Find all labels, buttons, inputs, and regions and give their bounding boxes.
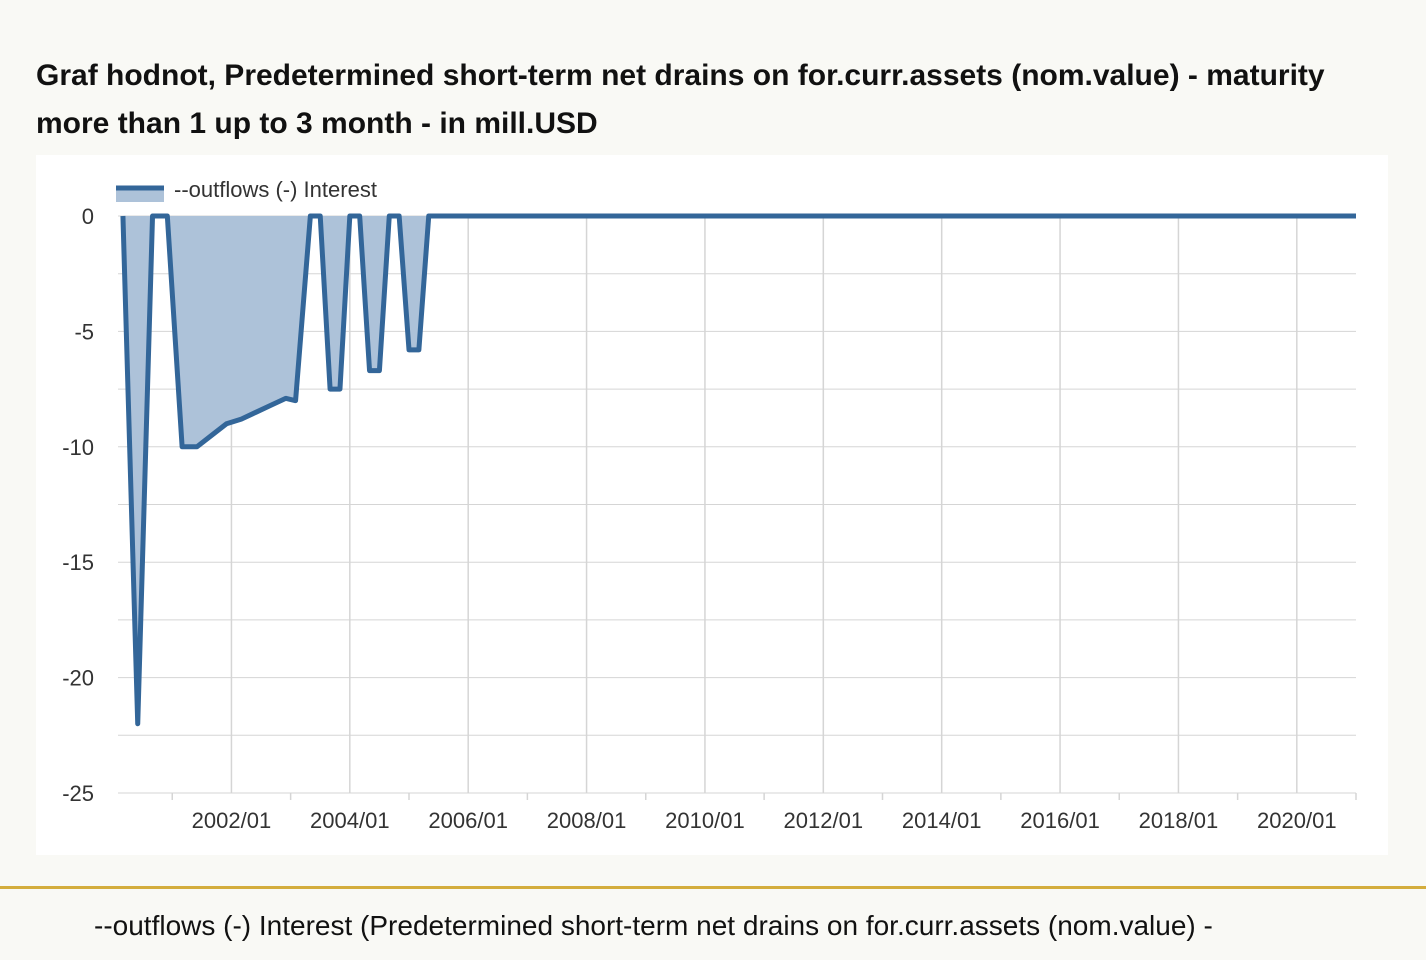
- legend-label: --outflows (-) Interest: [174, 177, 377, 202]
- y-tick-label: -25: [62, 781, 94, 806]
- x-tick-label: 2010/01: [665, 808, 745, 833]
- y-tick-label: 0: [82, 204, 94, 229]
- x-tick-label: 2020/01: [1257, 808, 1337, 833]
- series-line: [120, 213, 1356, 727]
- y-tick-label: -10: [62, 435, 94, 460]
- x-tick-label: 2008/01: [547, 808, 627, 833]
- x-tick-label: 2004/01: [310, 808, 390, 833]
- x-tick-label: 2018/01: [1139, 808, 1219, 833]
- series-area: [122, 216, 1357, 724]
- footer-caption: --outflows (-) Interest (Predetermined s…: [94, 910, 1213, 941]
- footer-divider: [0, 886, 1426, 889]
- x-tick-label: 2016/01: [1020, 808, 1100, 833]
- x-tick-label: 2012/01: [784, 808, 864, 833]
- y-tick-label: -20: [62, 666, 94, 691]
- x-tick-label: 2014/01: [902, 808, 982, 833]
- area-chart: 0 -5 -10 -15 -20 -25 2002/01 2004/01 2006/01 2008…: [62, 177, 1357, 833]
- y-tick-label: -15: [62, 550, 94, 575]
- x-tick-label: 2002/01: [192, 808, 272, 833]
- chart-title: Graf hodnot, Predetermined short-term ne…: [36, 59, 1325, 140]
- chart-panel: 0 -5 -10 -15 -20 -25 2002/01 2004/01 2006/01 2008…: [36, 155, 1388, 855]
- y-tick-label: -5: [74, 319, 94, 344]
- x-tick-label: 2006/01: [428, 808, 508, 833]
